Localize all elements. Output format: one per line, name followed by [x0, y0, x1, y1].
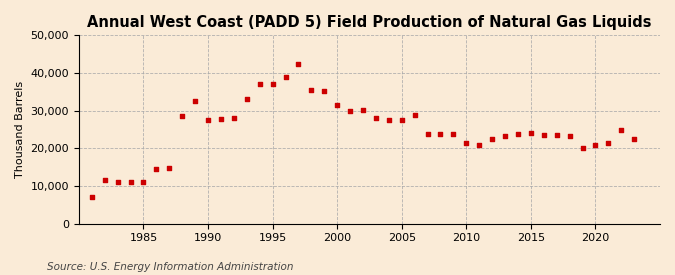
Point [422, 132, 433, 136]
Point [267, 82, 278, 87]
Point [112, 179, 123, 184]
Point [319, 89, 329, 93]
Point [280, 75, 291, 79]
Point [345, 109, 356, 113]
Point [512, 132, 523, 136]
Point [487, 137, 497, 141]
Y-axis label: Thousand Barrels: Thousand Barrels [15, 81, 25, 178]
Point [551, 133, 562, 138]
Point [138, 179, 149, 184]
Point [215, 117, 226, 121]
Point [500, 134, 510, 139]
Point [358, 108, 369, 112]
Point [629, 137, 640, 141]
Point [242, 97, 252, 101]
Point [306, 88, 317, 92]
Point [99, 178, 110, 183]
Point [254, 82, 265, 87]
Point [603, 141, 614, 145]
Point [577, 146, 588, 151]
Point [539, 133, 549, 138]
Point [435, 132, 446, 136]
Point [474, 142, 485, 147]
Point [332, 103, 343, 107]
Point [461, 141, 472, 145]
Text: Source: U.S. Energy Information Administration: Source: U.S. Energy Information Administ… [47, 262, 294, 272]
Point [293, 61, 304, 66]
Point [525, 131, 536, 136]
Point [448, 132, 459, 136]
Point [86, 194, 97, 199]
Point [396, 118, 407, 122]
Point [383, 118, 394, 122]
Point [228, 116, 239, 120]
Point [190, 99, 200, 103]
Title: Annual West Coast (PADD 5) Field Production of Natural Gas Liquids: Annual West Coast (PADD 5) Field Product… [87, 15, 651, 30]
Point [590, 143, 601, 148]
Point [616, 127, 626, 132]
Point [177, 114, 188, 119]
Point [164, 166, 175, 170]
Point [125, 180, 136, 185]
Point [151, 167, 162, 171]
Point [202, 118, 213, 122]
Point [409, 113, 420, 117]
Point [371, 116, 381, 120]
Point [564, 134, 575, 139]
